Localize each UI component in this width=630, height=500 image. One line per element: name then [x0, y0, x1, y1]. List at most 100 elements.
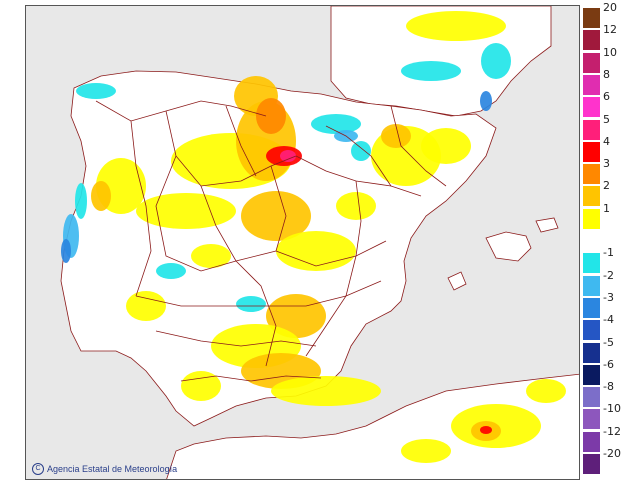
balearic-ibiza: [447, 271, 467, 291]
province-borders: [95, 100, 447, 382]
credit-line: C Agencia Estatal de Meteorología: [32, 463, 177, 475]
legend-swatch: [583, 364, 600, 385]
province-border: [225, 105, 257, 177]
anomaly-patch: [256, 98, 286, 134]
province-border: [270, 165, 387, 267]
anomaly-areas: [61, 11, 566, 463]
legend-row: -5: [583, 336, 628, 363]
province-border: [130, 120, 152, 297]
province-border: [155, 155, 277, 272]
anomaly-patch: [280, 150, 296, 162]
anomaly-patch: [91, 181, 111, 211]
legend-label: -4: [603, 313, 614, 327]
legend-row: 8: [583, 68, 628, 95]
legend-swatch: [583, 30, 600, 51]
legend-row: 5: [583, 113, 628, 140]
anomaly-patch: [271, 376, 381, 406]
legend-swatch: [583, 97, 600, 118]
legend-row: 3: [583, 158, 628, 185]
legend-label: 2: [603, 179, 610, 193]
anomaly-patch: [480, 91, 492, 111]
legend-row: -8: [583, 381, 628, 408]
anomaly-patch: [381, 124, 411, 148]
legend-swatch: [583, 409, 600, 430]
anomaly-patch: [241, 191, 311, 241]
legend-row: 6: [583, 91, 628, 118]
legend-label: 6: [603, 90, 610, 104]
anomaly-patch: [191, 244, 231, 268]
legend-row: 20: [583, 2, 628, 28]
legend-row: -12: [583, 425, 628, 452]
legend-label: -5: [603, 335, 614, 349]
anomaly-patch: [401, 61, 461, 81]
province-border: [180, 375, 322, 382]
credit-text: Agencia Estatal de Meteorología: [47, 464, 178, 474]
legend-label: 5: [603, 112, 610, 126]
legend-row: 1: [583, 202, 628, 229]
legend-label: -12: [603, 424, 621, 438]
legend-swatch: [583, 119, 600, 140]
legend-row: 10: [583, 46, 628, 73]
legend-label: 20: [603, 1, 617, 14]
legend-label: 12: [603, 23, 617, 37]
legend-row: -6: [583, 358, 628, 385]
anomaly-patch: [75, 183, 87, 219]
legend-label: 3: [603, 157, 610, 171]
anomaly-patch: [61, 239, 71, 263]
balearic-mallorca: [485, 231, 532, 262]
legend-label: -8: [603, 380, 614, 394]
legend-swatch: [583, 52, 600, 73]
anomaly-patch: [156, 263, 186, 279]
anomaly-patch: [336, 192, 376, 220]
anomaly-patch: [126, 291, 166, 321]
province-border: [305, 180, 362, 357]
legend-swatch: [583, 186, 600, 207]
legend-row: 12: [583, 24, 628, 51]
legend-row: -3: [583, 291, 628, 318]
legend-row: 2: [583, 180, 628, 207]
legend-label: 8: [603, 67, 610, 81]
legend-swatch: [583, 275, 600, 296]
anomaly-patch: [276, 231, 356, 271]
legend-row: -1: [583, 247, 628, 274]
legend-row: -10: [583, 403, 628, 430]
legend-row: [583, 231, 628, 251]
legend-label: -1: [603, 246, 614, 260]
legend-label: 4: [603, 134, 610, 148]
legend-swatch: [583, 231, 600, 251]
anomaly-map: [25, 5, 580, 480]
anomaly-patch: [401, 439, 451, 463]
anomaly-patch: [480, 426, 492, 434]
anomaly-patch: [181, 371, 221, 401]
province-border: [155, 330, 317, 347]
legend-label: 10: [603, 45, 617, 59]
anomaly-patch: [351, 141, 371, 161]
province-border: [135, 280, 382, 307]
legend-swatch: [583, 454, 600, 474]
legend-swatch: [583, 253, 600, 274]
anomaly-patch: [406, 11, 506, 41]
legend-swatch: [583, 342, 600, 363]
balearic-menorca: [535, 217, 559, 233]
province-border: [325, 125, 392, 187]
legend-swatch: [583, 297, 600, 318]
legend-label: -10: [603, 402, 621, 416]
anomaly-patch: [311, 114, 361, 134]
legend-row: -20: [583, 448, 628, 474]
africa-landmass: [166, 373, 579, 479]
anomaly-patch: [481, 43, 511, 79]
legend-swatch: [583, 141, 600, 162]
province-border: [200, 185, 277, 367]
legend-swatch: [583, 431, 600, 452]
legend-swatch: [583, 164, 600, 185]
legend-label: -6: [603, 357, 614, 371]
color-legend: 20 12 10 8 6 5 4 3 2 1 -1 -2 -3 -4 -5 -6 -8 -10 -12 -20: [583, 2, 628, 478]
legend-swatch: [583, 208, 600, 229]
map-canvas: [26, 6, 579, 479]
province-border: [390, 105, 447, 187]
legend-row: -2: [583, 269, 628, 296]
anomaly-patch: [421, 128, 471, 164]
legend-label: 1: [603, 201, 610, 215]
legend-label: -2: [603, 268, 614, 282]
anomaly-patch: [526, 379, 566, 403]
